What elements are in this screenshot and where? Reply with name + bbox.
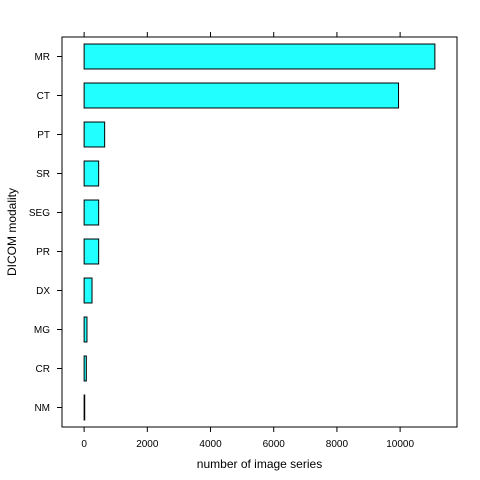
bars [83,43,436,421]
y-axis-title: DICOM modality [5,188,19,276]
bar-dx [83,277,93,304]
y-tick-label-seg: SEG [29,208,50,219]
y-tick-label-nm: NM [34,403,50,414]
bar-mg [83,316,88,343]
y-tick-label-mg: MG [34,325,50,336]
y-tick-label-ct: CT [37,91,50,102]
bar-nm [83,394,86,421]
bar-pr [83,238,100,265]
y-tick-label-mr: MR [34,52,50,63]
bar-seg [83,199,100,226]
bar-mr [83,43,436,70]
x-tick-label-4000: 4000 [199,439,222,450]
x-tick-label-6000: 6000 [263,439,286,450]
x-tick-label-2000: 2000 [136,439,159,450]
bar-pt [83,121,106,148]
y-tick-label-sr: SR [36,169,50,180]
bar-cr [83,355,87,382]
x-tick-label-10000: 10000 [386,439,414,450]
y-tick-label-pr: PR [36,247,50,258]
bar-ct [83,82,400,109]
ticks: MR CT PT SR SEG PR DX MG CR NM 0 2000 4000 6000 8000 10… [29,32,414,450]
bar-sr [83,160,100,187]
x-tick-label-8000: 8000 [326,439,349,450]
plot-frame [61,36,458,428]
y-tick-label-dx: DX [36,286,50,297]
y-tick-label-pt: PT [37,130,50,141]
x-tick-label-0: 0 [81,439,87,450]
y-tick-label-cr: CR [36,364,50,375]
x-axis-title: number of image series [197,457,322,471]
